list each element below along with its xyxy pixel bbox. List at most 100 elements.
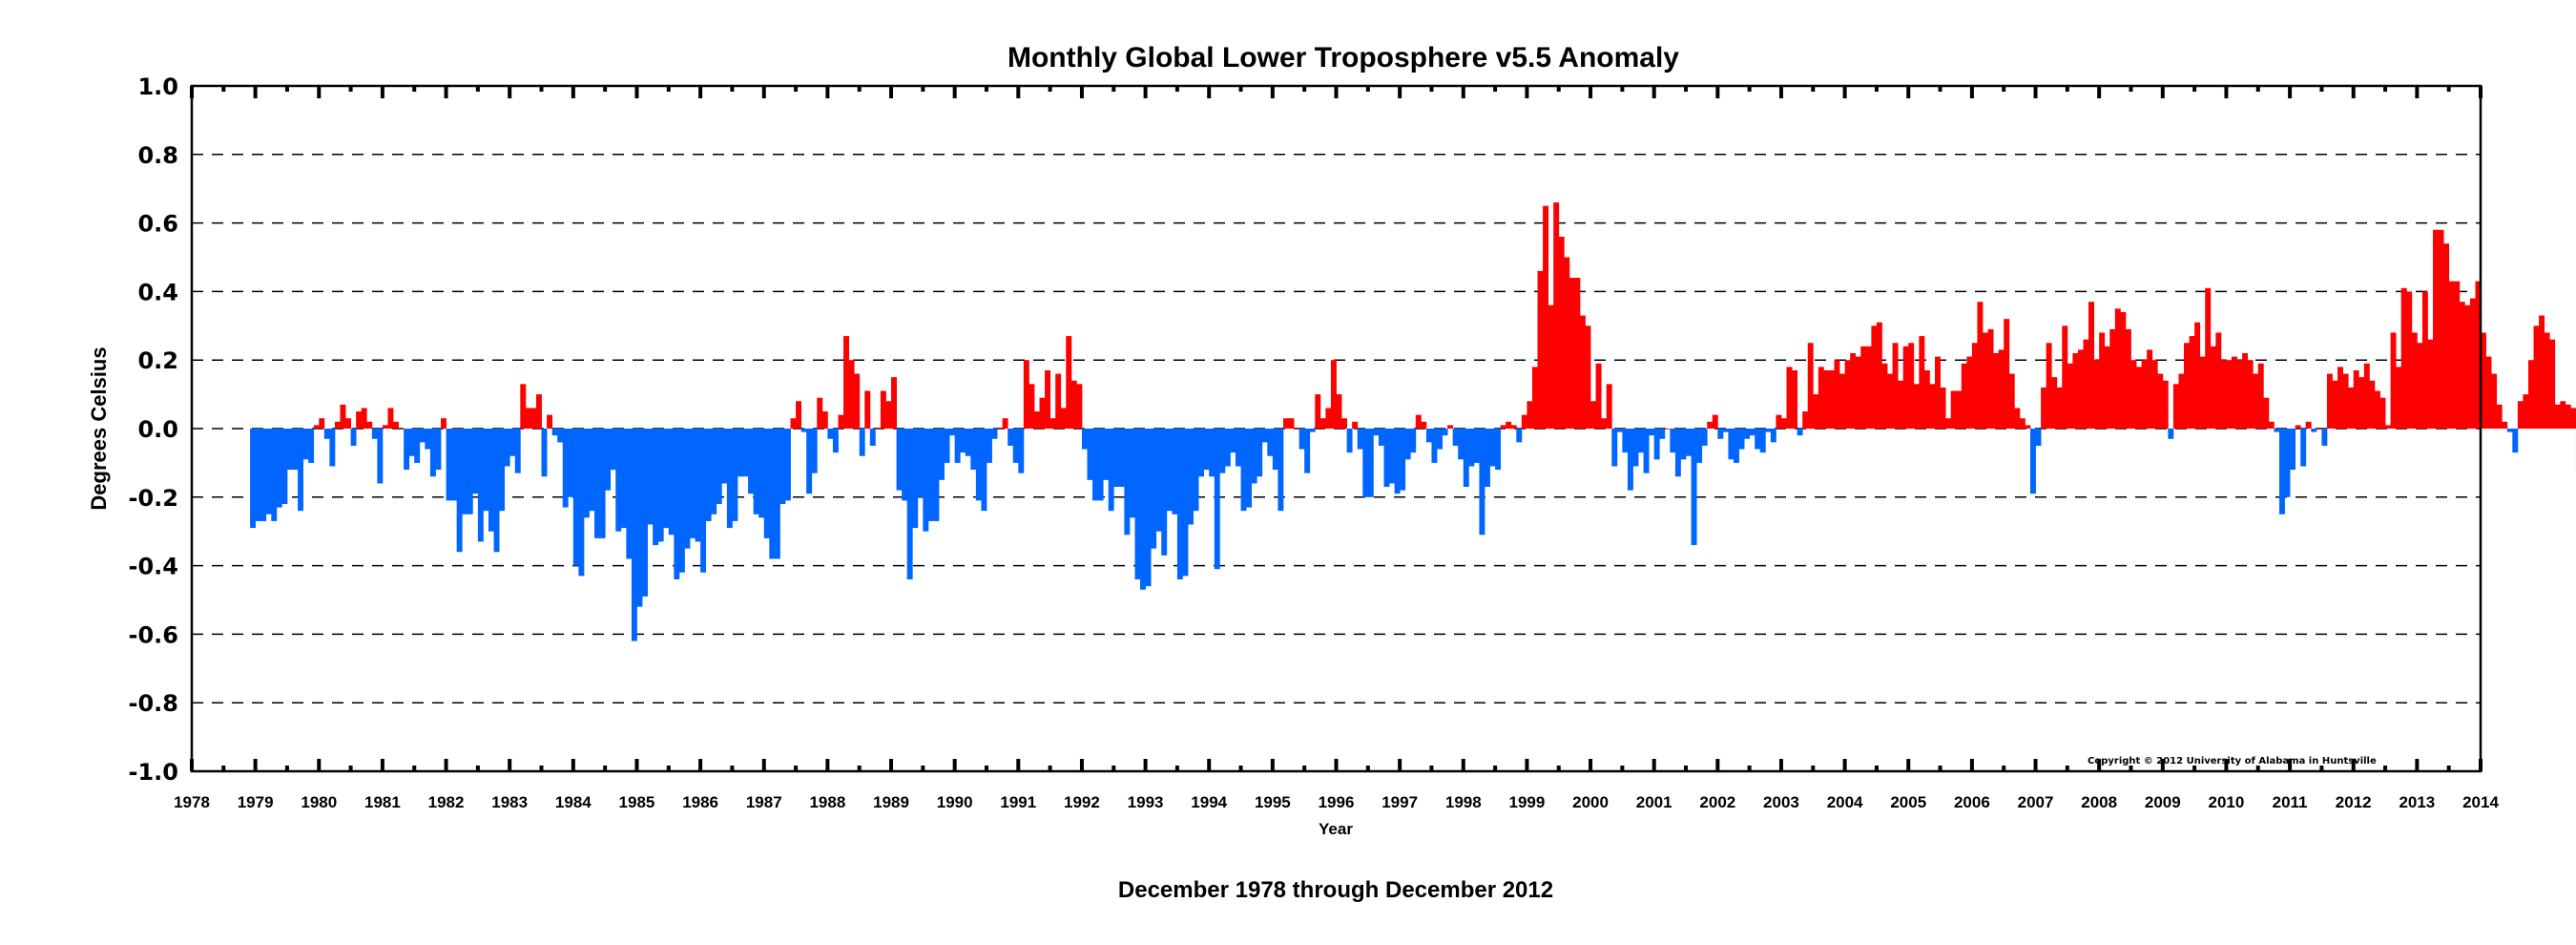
bar	[758, 429, 765, 518]
bar	[1145, 429, 1152, 587]
bar	[504, 429, 510, 467]
bar	[1887, 373, 1893, 429]
bar	[2278, 429, 2285, 514]
bar	[965, 429, 971, 456]
bar	[2120, 311, 2127, 429]
bar	[2348, 387, 2355, 429]
bar	[1649, 429, 1655, 436]
bar	[281, 429, 288, 504]
bar	[2527, 360, 2534, 429]
bar	[1209, 429, 1215, 477]
bar	[1198, 429, 1205, 477]
bar	[1553, 202, 1560, 429]
bar	[2369, 380, 2376, 429]
bar	[292, 429, 299, 471]
bar	[408, 429, 415, 456]
bar	[2342, 373, 2349, 429]
bar	[2257, 363, 2264, 429]
bar	[1579, 315, 1586, 429]
bar	[2400, 287, 2407, 429]
bar	[2421, 291, 2428, 429]
x-tick-label: 1991	[1000, 793, 1036, 811]
bar	[2290, 429, 2296, 471]
x-tick-label: 1983	[491, 793, 528, 811]
bar	[615, 429, 622, 532]
bar	[1590, 401, 1597, 429]
bar	[393, 421, 399, 429]
bar	[1521, 414, 1527, 429]
bar	[2172, 384, 2179, 429]
bar	[1638, 429, 1644, 453]
bar	[271, 429, 278, 521]
x-tick-label: 2004	[1827, 793, 1863, 811]
x-tick-label: 2013	[2399, 793, 2435, 811]
bar	[1701, 429, 1708, 446]
bar	[1919, 336, 1925, 429]
bar	[1172, 429, 1178, 514]
bar	[276, 429, 282, 508]
bar	[2029, 429, 2036, 494]
bar	[1176, 429, 1183, 579]
bar	[1961, 363, 1967, 429]
bar	[2056, 387, 2063, 429]
bar	[1087, 429, 1093, 480]
bar	[472, 429, 479, 494]
bar	[345, 418, 351, 429]
bar	[2353, 369, 2359, 429]
bar	[1155, 429, 1162, 532]
bar	[763, 429, 770, 538]
bar	[1012, 429, 1019, 463]
x-tick-label: 1992	[1064, 793, 1100, 811]
bar	[2104, 346, 2110, 429]
x-tick-label: 1984	[555, 793, 592, 811]
bar	[1755, 429, 1761, 450]
bar	[1627, 429, 1633, 491]
bar	[2316, 429, 2322, 430]
bar	[1425, 429, 1432, 443]
bar	[1585, 326, 1591, 429]
x-tick-label: 1987	[746, 793, 782, 811]
bar	[329, 429, 336, 467]
bar	[578, 429, 585, 577]
bar	[2475, 281, 2482, 429]
bar	[514, 429, 521, 473]
bar	[446, 429, 452, 501]
bar	[1473, 429, 1480, 463]
bar	[361, 408, 367, 429]
copyright-notice: Copyright © 2012 University of Alabama i…	[2088, 756, 2377, 766]
bar	[1993, 353, 2000, 429]
bar	[1400, 429, 1406, 491]
bar	[2253, 373, 2259, 429]
bar	[2533, 326, 2540, 429]
bar	[1945, 418, 1952, 429]
bar	[1686, 429, 1692, 456]
bar	[1257, 429, 1263, 477]
bar	[1410, 429, 1417, 453]
bar	[1902, 346, 1909, 429]
bar	[1691, 429, 1697, 546]
bar	[1510, 425, 1517, 429]
bar	[2284, 429, 2291, 497]
bars	[250, 202, 2576, 641]
chart-title: Monthly Global Lower Troposphere v5.5 An…	[1008, 42, 1679, 74]
y-tick-label: 0.2	[137, 347, 178, 374]
bar	[631, 429, 637, 641]
bar	[949, 429, 956, 436]
bar	[2433, 229, 2439, 429]
y-tick-label: 1.0	[137, 74, 178, 100]
bar	[1421, 421, 1427, 429]
bar	[1908, 343, 1915, 429]
x-tick-label: 2008	[2081, 793, 2117, 811]
bar	[1966, 356, 1973, 429]
bar	[1394, 429, 1401, 494]
bar	[2168, 429, 2174, 439]
bar	[2390, 332, 2397, 429]
bar	[2184, 343, 2190, 429]
bar	[1081, 429, 1088, 450]
bar	[583, 429, 590, 518]
bar	[2438, 229, 2444, 429]
bar	[1998, 349, 2005, 429]
bar	[726, 429, 733, 529]
bar	[2088, 302, 2095, 429]
bar	[753, 429, 759, 514]
